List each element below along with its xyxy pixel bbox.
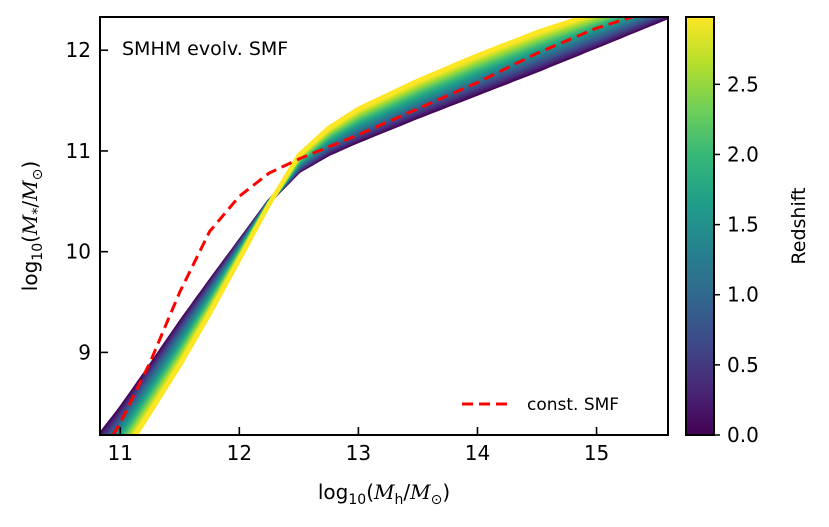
y-tick-label: 11 [66,139,91,163]
redshift-curve [120,17,626,435]
redshift-curve [130,17,598,435]
redshift-curve [123,17,620,435]
redshift-curve [100,17,668,435]
annotation-text: SMHM evolv. SMF [122,38,288,60]
redshift-curve [119,17,629,435]
legend-label: const. SMF [527,395,619,415]
plot-area [100,17,668,435]
y-tick-label: 10 [66,240,91,264]
colorbar-ticks: 0.0 0.5 1.0 1.5 2.0 2.5 [714,72,759,447]
redshift-curve [100,17,668,435]
x-tick-label: 13 [346,441,371,465]
colorbar-tick-label: 2.0 [727,142,759,166]
redshift-curve [126,17,609,435]
redshift-curve [119,17,630,435]
redshift-curve [122,17,622,435]
colorbar: 0.0 0.5 1.0 1.5 2.0 2.5 [685,16,759,447]
colorbar-fill [685,16,715,436]
redshift-curve [129,17,603,435]
redshift-curve [125,17,612,435]
redshift-curve [130,17,600,435]
series-line-const-smf [111,17,633,435]
colorbar-tick-label: 0.0 [727,423,759,447]
redshift-curve [132,17,591,435]
y-tick-label: 9 [78,340,91,364]
colorbar-tick-label: 1.0 [727,283,759,307]
colorbar-label: Redshift [788,187,810,264]
redshift-curve [131,17,596,435]
colorbar-tick-label: 1.5 [727,213,759,237]
redshift-curve [125,17,614,435]
redshift-curve [127,17,606,435]
y-axis-label: log10(M*/M⊙) [18,161,46,291]
colorbar-tick-label: 2.5 [727,72,759,96]
x-axis: 11 12 13 14 15 [108,427,609,465]
redshift-curve [127,17,608,435]
plot-frame [99,16,669,436]
redshift-curve [121,17,624,435]
redshift-curve [126,17,611,435]
redshift-curve [100,17,668,435]
redshift-curve [100,17,668,435]
x-tick-label: 15 [584,441,609,465]
y-tick-label: 12 [66,38,91,62]
redshift-curve [101,17,667,435]
x-tick-label: 14 [465,441,490,465]
redshift-curve [124,17,616,435]
y-axis: 9 10 11 12 [66,38,108,364]
redshift-band [100,17,668,435]
colorbar-tick-label: 0.5 [727,353,759,377]
redshift-curve [123,17,619,435]
redshift-curve [124,17,617,435]
redshift-curve [133,17,589,435]
redshift-curve [100,17,668,435]
redshift-curve [121,17,623,435]
x-axis-label: log10(Mh/M⊙) [318,480,450,508]
redshift-curve [120,17,627,435]
redshift-curve [129,17,601,435]
series-layer [111,17,633,435]
redshift-curve [100,17,668,435]
redshift-curve [128,17,604,435]
x-tick-label: 11 [108,441,133,465]
x-tick-label: 12 [227,441,252,465]
